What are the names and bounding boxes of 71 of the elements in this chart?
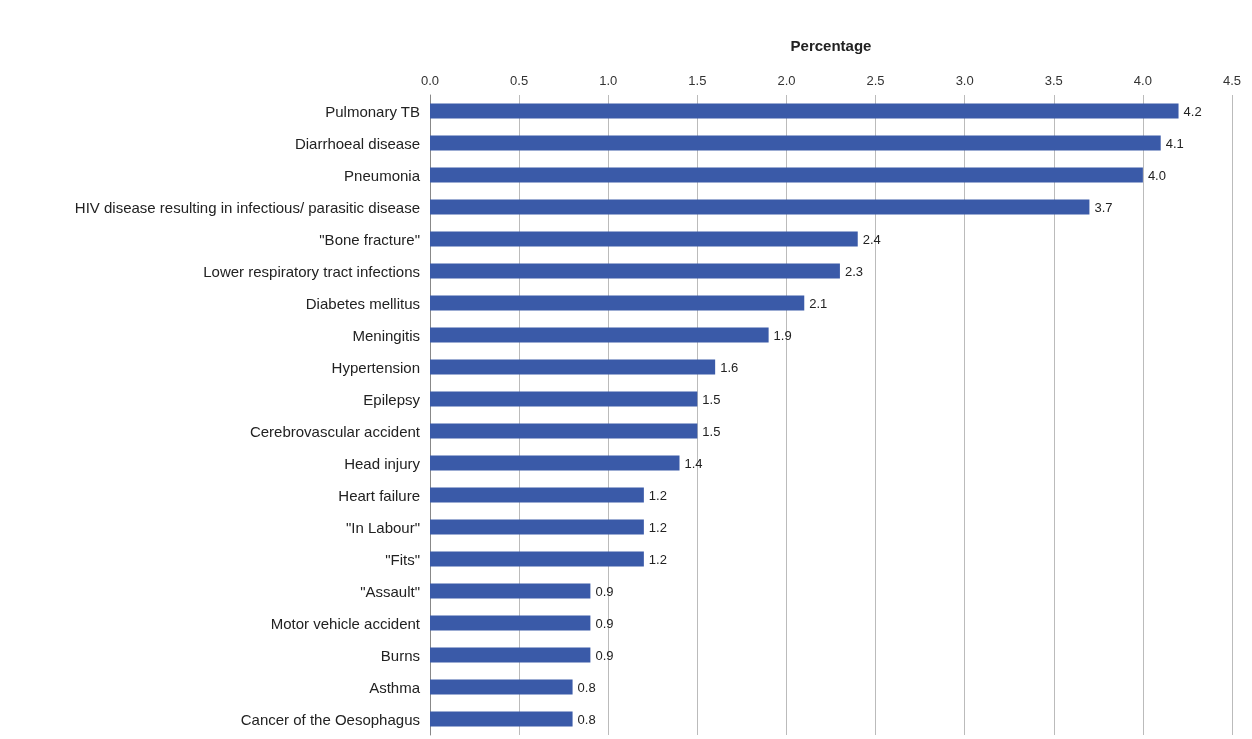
bar	[430, 263, 840, 279]
bar	[430, 295, 805, 311]
data-label: 1.5	[702, 391, 721, 407]
bar	[430, 359, 716, 375]
data-label: 0.9	[595, 647, 614, 663]
y-tick-label: HIV disease resulting in infectious/ parasitic disease	[74, 198, 420, 216]
y-tick-label: "Bone fracture"	[319, 230, 420, 248]
y-tick-label: Pneumonia	[344, 166, 421, 184]
bar	[430, 199, 1090, 215]
y-tick-label: Motor vehicle accident	[270, 614, 421, 632]
x-tick-label: 2.5	[866, 73, 885, 88]
x-axis-title: Percentage	[790, 37, 872, 54]
data-label: 0.9	[595, 615, 614, 631]
y-tick-label: Heart failure	[338, 486, 420, 504]
data-label: 2.3	[844, 263, 863, 279]
data-label: 1.4	[684, 455, 703, 471]
x-tick-label: 3.5	[1044, 73, 1063, 88]
bar	[430, 167, 1143, 183]
data-label: 1.2	[648, 551, 667, 567]
data-label: 0.8	[577, 679, 596, 695]
bar	[430, 583, 591, 599]
bar	[430, 327, 769, 343]
y-tick-label: Lower respiratory tract infections	[203, 262, 420, 280]
bar	[430, 391, 698, 407]
x-tick-label: 0.5	[510, 73, 529, 88]
y-tick-label: "Fits"	[385, 550, 420, 568]
y-tick-label: Meningitis	[352, 326, 420, 344]
y-tick-label: Cancer of the Oesophagus	[240, 710, 420, 728]
y-tick-label: Pulmonary TB	[325, 102, 420, 120]
data-label: 1.9	[773, 327, 792, 343]
y-tick-label: Burns	[380, 646, 420, 664]
bar	[430, 551, 644, 567]
y-tick-label: Head injury	[344, 454, 421, 472]
data-label: 1.2	[648, 487, 667, 503]
y-tick-label: Epilepsy	[363, 390, 421, 408]
data-label: 0.8	[577, 711, 596, 727]
bar	[430, 135, 1161, 151]
x-tick-label: 4.0	[1133, 73, 1152, 88]
y-tick-label: Cerebrovascular accident	[249, 422, 421, 440]
y-tick-label: Diarrhoeal disease	[294, 134, 420, 152]
bar	[430, 455, 680, 471]
data-label: 1.2	[648, 519, 667, 535]
y-tick-label: "Assault"	[360, 582, 420, 600]
y-tick-label: "In Labour"	[345, 518, 420, 536]
y-tick-label: Diabetes mellitus	[305, 294, 420, 312]
data-label: 0.9	[595, 583, 614, 599]
x-tick-label: 3.0	[955, 73, 974, 88]
data-label: 4.2	[1183, 103, 1202, 119]
bar	[430, 103, 1179, 119]
data-label: 3.7	[1094, 199, 1113, 215]
y-tick-label: Asthma	[369, 678, 421, 696]
data-label: 2.1	[809, 295, 828, 311]
data-label: 4.0	[1147, 167, 1166, 183]
x-tick-label: 0.0	[420, 73, 440, 88]
x-tick-label: 1.5	[688, 73, 707, 88]
x-tick-label: 1.0	[599, 73, 618, 88]
bar	[430, 231, 858, 247]
data-label: 1.6	[720, 359, 739, 375]
data-label: 2.4	[862, 231, 881, 247]
y-tick-label: Hypertension	[331, 358, 420, 376]
bar	[430, 423, 698, 439]
bar	[430, 679, 573, 695]
x-tick-label: 2.0	[777, 73, 796, 88]
x-tick-label: 4.5	[1222, 73, 1242, 88]
data-label: 4.1	[1165, 135, 1184, 151]
data-label: 1.5	[702, 423, 721, 439]
bar	[430, 615, 591, 631]
bar	[430, 711, 573, 727]
bar	[430, 647, 591, 663]
bar	[430, 487, 644, 503]
bar	[430, 519, 644, 535]
